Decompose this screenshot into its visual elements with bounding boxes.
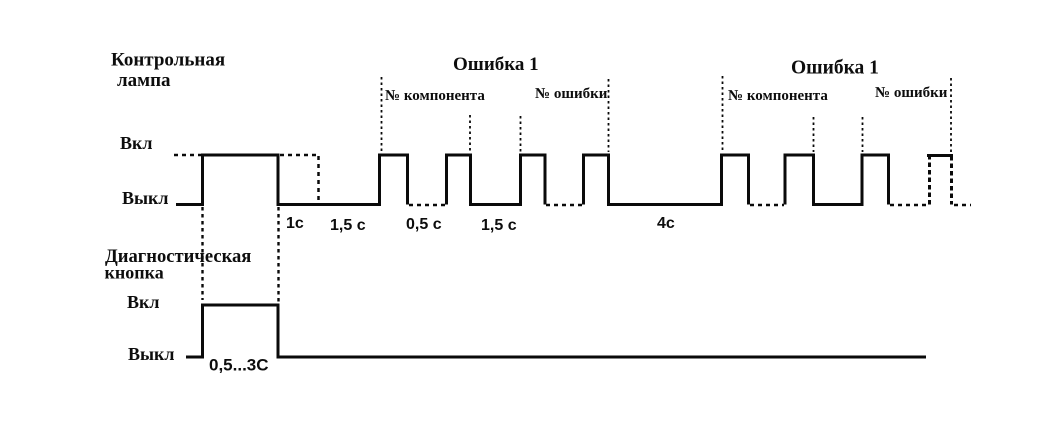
svg-text:кнопка: кнопка: [105, 263, 164, 283]
svg-text:Ошибка 1: Ошибка 1: [453, 54, 539, 75]
svg-text:№ компонента: № компонента: [385, 88, 485, 104]
svg-text:Вкл: Вкл: [127, 292, 159, 312]
svg-text:1,5 с: 1,5 с: [330, 217, 366, 234]
svg-text:0,5 с: 0,5 с: [406, 216, 442, 233]
svg-text:Контрольная: Контрольная: [111, 50, 225, 71]
svg-text:№ компонента: № компонента: [728, 88, 828, 104]
svg-text:4с: 4с: [657, 215, 675, 232]
svg-text:1,5 с: 1,5 с: [481, 217, 517, 234]
svg-text:№ ошибки: № ошибки: [875, 85, 948, 101]
svg-text:№ ошибки: № ошибки: [535, 86, 608, 102]
svg-text:лампа: лампа: [117, 70, 171, 91]
svg-text:Выкл: Выкл: [122, 188, 169, 208]
svg-text:Вкл: Вкл: [120, 133, 152, 153]
svg-text:0,5...3С: 0,5...3С: [209, 356, 269, 375]
svg-text:Ошибка 1: Ошибка 1: [791, 58, 879, 79]
svg-text:Выкл: Выкл: [128, 344, 175, 364]
svg-text:Диагностическая: Диагностическая: [105, 246, 251, 267]
svg-text:1с: 1с: [286, 215, 304, 232]
